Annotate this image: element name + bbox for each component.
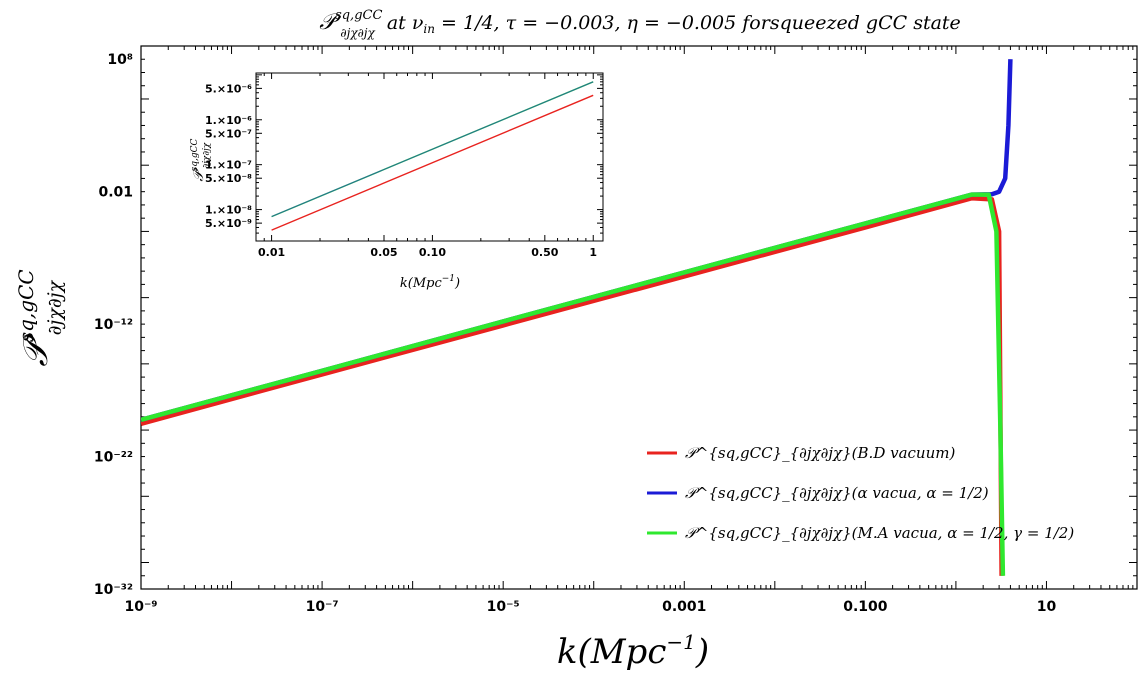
chart-title: 𝒫sq,gCC ∂jχ∂jχ at νin = 1/4, τ = −0.003, … (319, 8, 961, 40)
inset-x-axis-label: k(Mpc−1) (400, 274, 460, 291)
legend: 𝒫^{sq,gCC}_{∂jχ∂jχ}(B.D vacuum) 𝒫^{sq,gCC… (647, 444, 1074, 542)
y-tick-label: 10⁻³² (94, 582, 133, 598)
inset-y-tick-label: 1.×10⁻⁸ (205, 204, 252, 217)
main-series (141, 59, 1013, 576)
title-subscript: ∂jχ∂jχ (340, 26, 375, 40)
main-ticks: 10⁻⁹ 10⁻⁷ 10⁻⁵ 0.001 0.100 10 10⁻³² 10⁻²² 10⁻¹² 0… (94, 45, 1138, 615)
plot-frame (140, 45, 1138, 590)
inset-y-tick-label: 5.×10⁻⁹ (205, 217, 252, 230)
y-tick-label: 10⁻²² (94, 450, 133, 466)
x-tick-label: 10⁻⁹ (124, 599, 157, 615)
inset-x-tick-label: 0.05 (370, 246, 397, 259)
inset-series (271, 81, 594, 231)
inset-y-tick-label: 5.×10⁻⁷ (205, 127, 252, 140)
title-superscript: sq,gCC (335, 8, 382, 23)
inset-series-line-2 (271, 81, 594, 218)
series-line-2 (141, 192, 1006, 576)
series-line-0 (141, 195, 1004, 576)
y-tick-label: 10⁸ (107, 52, 133, 68)
y-axis-label: 𝒫sq,gCC ∂jχ∂jχ (14, 269, 66, 366)
x-tick-label: 10 (1037, 599, 1057, 615)
x-tick-label: 10⁻⁷ (306, 599, 339, 615)
inset-x-tick-label: 0.50 (531, 246, 558, 259)
inset-ticks: 0.01 0.05 0.10 0.50 15.×10⁻⁹1.×10⁻⁸5.×10⁻⁸1.… (205, 73, 603, 259)
x-tick-label: 10⁻⁵ (487, 599, 520, 615)
inset-y-tick-label: 1.×10⁻⁶ (205, 114, 252, 127)
inset-x-tick-label: 1 (589, 246, 597, 259)
x-axis-label: k(Mpc−1) (557, 630, 709, 672)
inset-y-tick-label: 5.×10⁻⁸ (205, 172, 252, 185)
title-text: at νin = 1/4, τ = −0.003, η = −0.005 for… (381, 12, 961, 36)
x-tick-label: 0.001 (662, 599, 706, 615)
inset-x-tick-label: 0.10 (419, 246, 446, 259)
legend-label-2: 𝒫^{sq,gCC}_{∂jχ∂jχ}(M.A vacua, α = 1/2, … (685, 524, 1074, 542)
svg-text:𝒫sq,gCC∂jχ∂jχ: 𝒫sq,gCC ∂jχ∂jχ (14, 269, 66, 366)
legend-label-0: 𝒫^{sq,gCC}_{∂jχ∂jχ}(B.D vacuum) (685, 444, 955, 462)
inset-frame (255, 72, 604, 242)
y-tick-label: 10⁻¹² (94, 317, 133, 333)
inset-series-line-0 (271, 94, 594, 231)
inset-y-tick-label: 5.×10⁻⁶ (205, 82, 252, 95)
inset-y-tick-label: 1.×10⁻⁷ (205, 159, 252, 172)
y-tick-label: 0.01 (98, 185, 133, 201)
x-tick-label: 0.100 (843, 599, 888, 615)
inset-x-tick-label: 0.01 (258, 246, 285, 259)
legend-label-1: 𝒫^{sq,gCC}_{∂jχ∂jχ}(α vacua, α = 1/2) (685, 484, 989, 502)
